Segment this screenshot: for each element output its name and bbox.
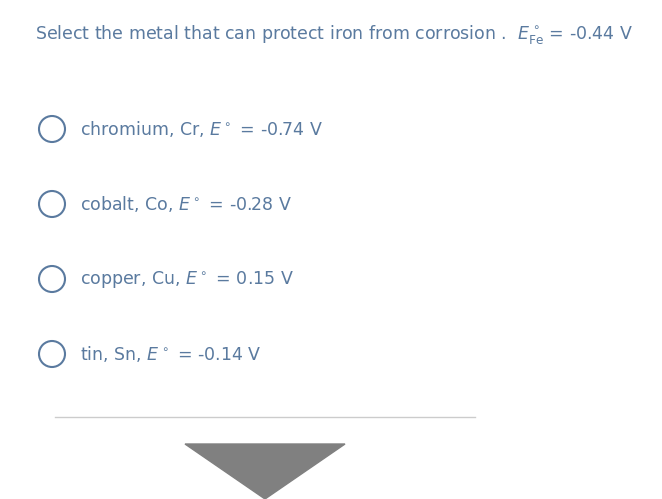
Text: copper, Cu, $E^\circ$ = 0.15 V: copper, Cu, $E^\circ$ = 0.15 V bbox=[80, 268, 294, 289]
Polygon shape bbox=[185, 444, 345, 499]
Text: chromium, Cr, $E^\circ$ = -0.74 V: chromium, Cr, $E^\circ$ = -0.74 V bbox=[80, 119, 323, 139]
Text: tin, Sn, $E^\circ$ = -0.14 V: tin, Sn, $E^\circ$ = -0.14 V bbox=[80, 344, 261, 364]
Text: Select the metal that can protect iron from corrosion .  $E^\circ_{\mathrm{Fe}}$: Select the metal that can protect iron f… bbox=[35, 22, 634, 45]
Text: cobalt, Co, $E^\circ$ = -0.28 V: cobalt, Co, $E^\circ$ = -0.28 V bbox=[80, 194, 292, 214]
